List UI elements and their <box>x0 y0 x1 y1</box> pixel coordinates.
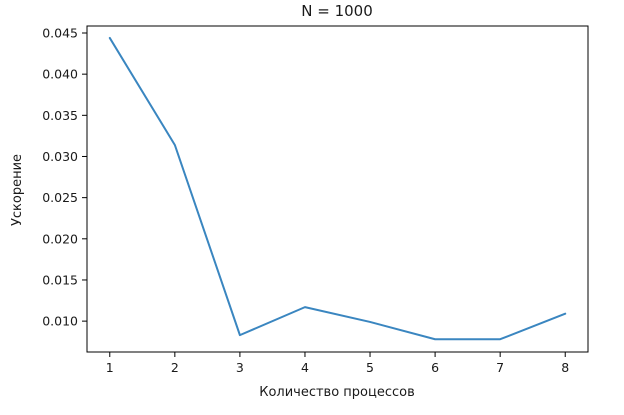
x-tick-label: 2 <box>171 360 179 375</box>
x-tick-label: 8 <box>561 360 569 375</box>
x-tick-label: 7 <box>496 360 504 375</box>
x-axis-label: Количество процессов <box>259 385 415 400</box>
series-layer <box>108 36 567 341</box>
y-tick-label: 0.020 <box>42 231 78 246</box>
x-tick-label: 1 <box>106 360 114 375</box>
y-tick-label: 0.015 <box>42 272 78 287</box>
series-line <box>108 36 567 341</box>
y-tick-label: 0.010 <box>42 314 78 329</box>
y-axis-label: Ускорение <box>10 154 25 226</box>
y-tick-label: 0.030 <box>42 149 78 164</box>
x-tick-label: 4 <box>301 360 309 375</box>
y-axis-ticks: 0.010 0.015 0.020 0.025 0.030 0.035 0.040 0.045 <box>42 25 87 329</box>
plot-area <box>86 25 589 353</box>
x-tick-label: 5 <box>366 360 374 375</box>
x-tick-label: 3 <box>236 360 244 375</box>
y-tick-label: 0.035 <box>42 108 78 123</box>
x-tick-label: 6 <box>431 360 439 375</box>
chart-title: N = 1000 <box>301 2 373 20</box>
x-axis-ticks: 1 2 3 4 5 6 7 8 <box>106 352 569 375</box>
y-tick-label: 0.040 <box>42 67 78 82</box>
y-tick-label: 0.045 <box>42 25 78 40</box>
y-tick-label: 0.025 <box>42 190 78 205</box>
